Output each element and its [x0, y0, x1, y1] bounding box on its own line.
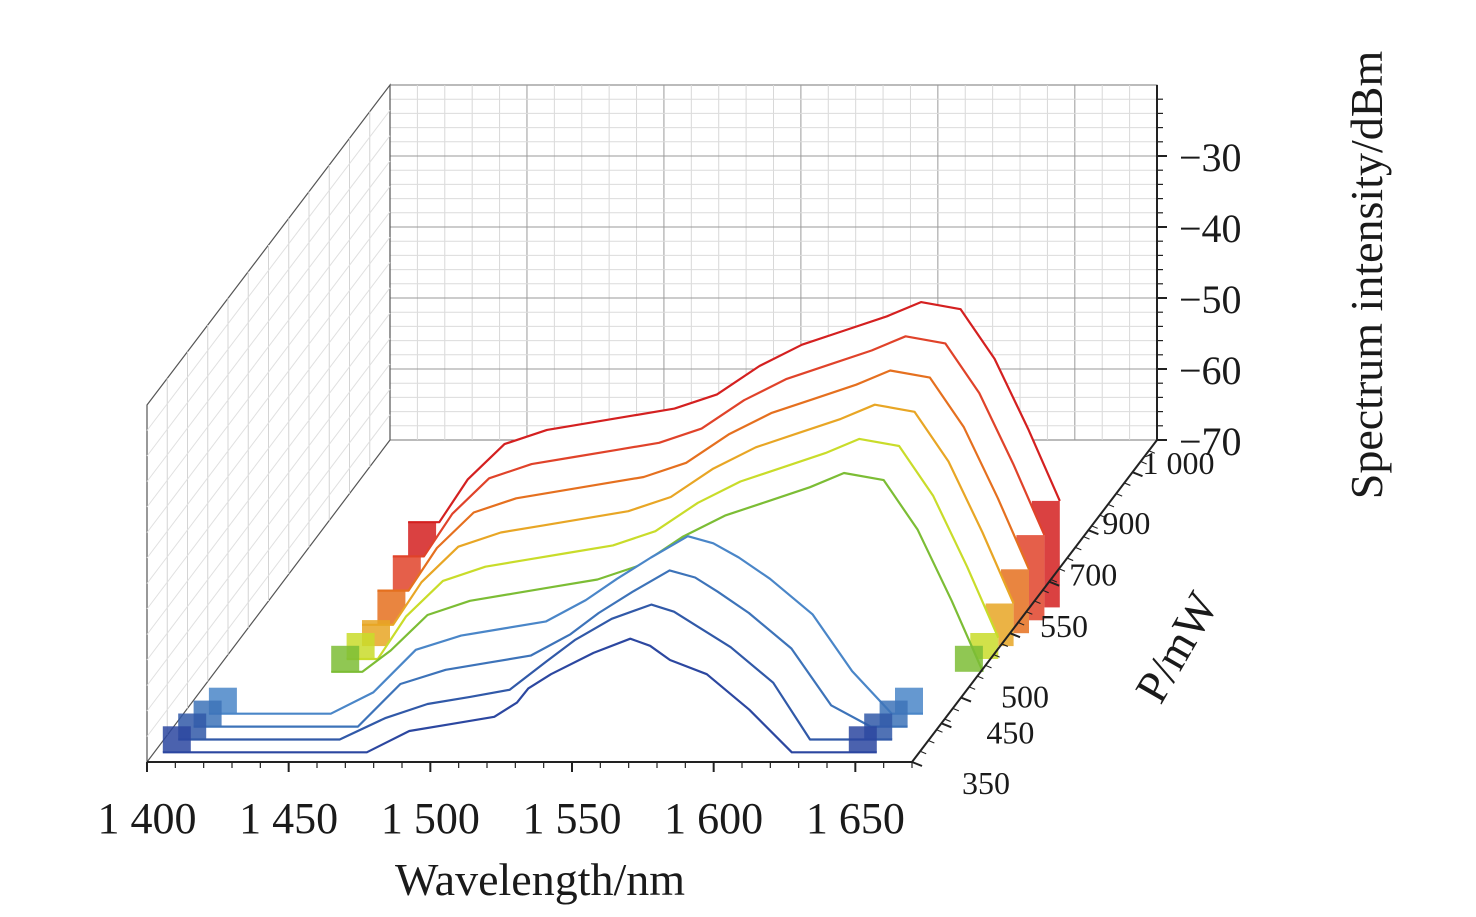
series-350: [162, 637, 877, 754]
p-minor-tick: [985, 664, 992, 669]
p-minor-tick: [1124, 482, 1131, 486]
series-line: [362, 403, 1015, 626]
side-grid-hline: [146, 186, 391, 508]
series-noise-block: [954, 645, 983, 672]
p-minor-tick: [944, 718, 951, 723]
p-minor-tick: [1050, 579, 1058, 583]
p-minor-tick: [1107, 503, 1115, 508]
p-tick-label: 700: [1069, 557, 1117, 593]
x-tick-label: 1 450: [239, 794, 338, 843]
p-major-tick: [911, 761, 923, 767]
series-noise-block: [162, 726, 191, 753]
side-grid-hline: [146, 262, 391, 584]
p-minor-tick: [1042, 589, 1049, 594]
axes: 1 400 1 450 1 500 1 550 1 600 1 650 −30 −40 −50 −…: [98, 85, 1242, 843]
series-line: [392, 335, 1046, 558]
x-tick-label: 1 500: [381, 794, 480, 843]
z-tick-label: −40: [1179, 206, 1242, 251]
series-line: [346, 437, 1000, 661]
series-line: [408, 301, 1061, 524]
p-tick-label: 350: [962, 765, 1010, 801]
side-grid-hline: [146, 211, 391, 533]
series-fill: [162, 638, 877, 753]
p-minor-tick: [1034, 600, 1041, 605]
side-grid-hline: [146, 363, 391, 686]
series-noise-block: [331, 645, 360, 672]
p-minor-tick: [919, 750, 927, 755]
p-major-tick: [1048, 580, 1060, 587]
p-minor-tick: [960, 697, 968, 701]
p-minor-tick: [928, 740, 935, 744]
p-tick-label: 550: [1040, 608, 1088, 644]
z-tick-label: −70: [1179, 419, 1242, 464]
side-grid-hline: [146, 236, 391, 559]
p-minor-tick: [1017, 621, 1025, 626]
side-grid-hline: [146, 338, 391, 661]
x-tick-label: 1 650: [806, 794, 905, 843]
p-major-tick: [1088, 529, 1099, 536]
x-tick-label: 1 400: [98, 794, 197, 843]
p-tick-label: 900: [1102, 505, 1150, 541]
p-tick-label: 1 000: [1143, 445, 1215, 481]
side-grid-hline: [146, 388, 391, 712]
p-minor-tick: [952, 707, 960, 712]
p-minor-tick: [977, 675, 984, 680]
p-minor-tick: [1148, 450, 1156, 454]
side-wall: [146, 83, 391, 764]
p-minor-tick: [1099, 514, 1107, 519]
p-minor-tick: [1066, 557, 1074, 562]
p-minor-tick: [1026, 611, 1033, 615]
p-minor-tick: [1058, 568, 1066, 572]
p-minor-tick: [1091, 525, 1098, 529]
p-minor-tick: [1001, 643, 1009, 647]
z-tick-label: −50: [1179, 277, 1242, 322]
p-minor-tick: [1075, 546, 1082, 551]
side-grid-hline: [146, 110, 391, 431]
p-tick-label: 450: [986, 714, 1034, 750]
series-line: [377, 369, 1031, 592]
side-grid-hline: [146, 160, 391, 482]
side-grid-hline: [146, 135, 391, 457]
series-noise-block: [848, 726, 877, 753]
x-tick-label: 1 600: [664, 794, 763, 843]
x-tick-label: 1 550: [523, 794, 622, 843]
x-axis-title: Wavelength/nm: [395, 854, 685, 905]
side-grid-hline: [146, 287, 391, 610]
series-line: [208, 535, 923, 715]
p-minor-tick: [936, 729, 943, 733]
z-axis-title: Spectrum intensity/dBm: [1341, 51, 1392, 500]
series-line: [178, 603, 893, 741]
series-layer: [162, 301, 1061, 754]
p-tick-label: 500: [1001, 679, 1049, 715]
p-minor-tick: [1115, 493, 1123, 497]
p-minor-tick: [1083, 536, 1090, 540]
side-grid-hline: [146, 414, 391, 737]
p-minor-tick: [1140, 460, 1147, 465]
side-grid-hline: [146, 312, 391, 635]
p-minor-tick: [1132, 471, 1139, 476]
p-minor-tick: [1009, 632, 1017, 637]
series-750: [346, 437, 1000, 661]
z-tick-label: −30: [1179, 135, 1242, 180]
p-minor-tick: [993, 654, 1000, 658]
p-axis-title: P/mW: [1125, 583, 1228, 711]
p-minor-tick: [968, 686, 976, 690]
z-tick-label: −60: [1179, 348, 1242, 393]
series-line: [162, 637, 877, 754]
p-major-tick: [941, 722, 952, 729]
series-line: [193, 569, 908, 728]
